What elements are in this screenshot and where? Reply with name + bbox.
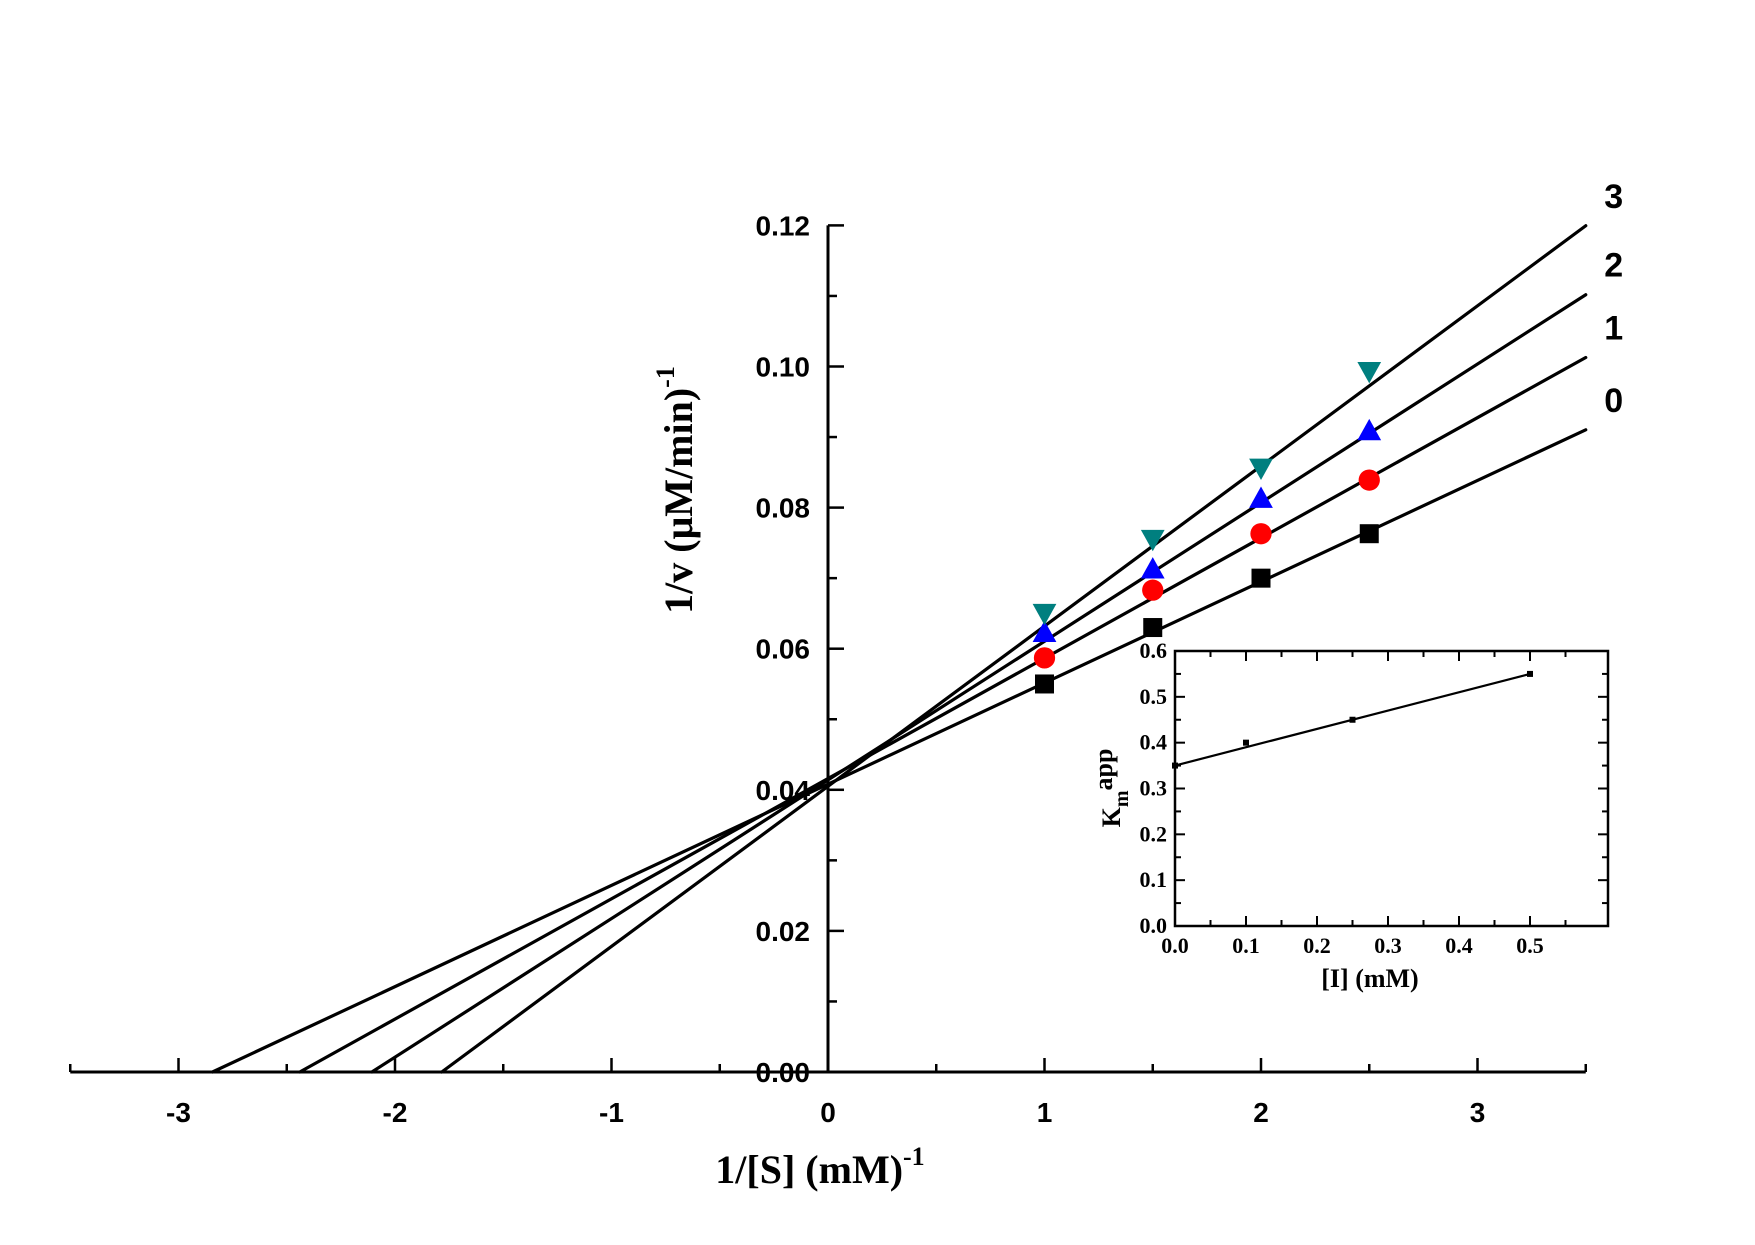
svg-text:1/v (μM/min)-1: 1/v (μM/min)-1 xyxy=(651,366,701,614)
x-axis-title-text: 1/[S] (mM) xyxy=(715,1147,903,1192)
x-tick-label: -1 xyxy=(599,1097,624,1128)
fit-line-3 xyxy=(440,224,1588,1074)
fit-line-0 xyxy=(210,428,1588,1074)
data-point-0 xyxy=(1251,568,1271,588)
data-point-3 xyxy=(1249,458,1273,480)
data-point-3 xyxy=(1032,603,1057,626)
y-tick-label: 0.00 xyxy=(756,1057,811,1088)
data-point-0 xyxy=(1143,618,1163,638)
inset-plot: 0.0 0.1 0.2 0.3 0.4 0.5 0.0 0.1 0.2 0.3 0.4 0.5 0.6 xyxy=(1140,638,1610,958)
data-point-1 xyxy=(1358,469,1380,491)
data-point-1 xyxy=(1033,647,1056,669)
inset-x-tick-label: 0.5 xyxy=(1516,933,1544,958)
y-axis-title-text: 1/v (μM/min) xyxy=(656,388,701,614)
data-point-3 xyxy=(1140,529,1165,552)
inset-y-tick-label: 0.4 xyxy=(1140,730,1168,755)
data-point-1 xyxy=(1142,579,1164,601)
inset-y-tick-label: 0.0 xyxy=(1140,913,1168,938)
data-point-2 xyxy=(1032,620,1057,642)
x-tick-label: 3 xyxy=(1470,1097,1486,1128)
inset-data-point xyxy=(1243,739,1249,746)
data-point-2 xyxy=(1249,486,1273,508)
data-point-2 xyxy=(1357,418,1382,441)
y-axis-title-exponent: -1 xyxy=(651,366,680,388)
x-tick-label: 0 xyxy=(820,1097,836,1128)
inset-data-point xyxy=(1172,762,1178,769)
y-tick-label: 0.02 xyxy=(756,916,811,947)
inset-y-tick-label: 0.6 xyxy=(1140,638,1168,663)
inset-data-point xyxy=(1349,716,1356,723)
inset-frame xyxy=(1173,649,1610,928)
svg-text:1/[S] (mM)-1: 1/[S] (mM)-1 xyxy=(715,1142,924,1192)
series-label-0: 0 xyxy=(1604,382,1623,420)
series-label-1: 1 xyxy=(1604,310,1623,348)
y-tick-label: 0.04 xyxy=(756,775,811,806)
series-label-2: 2 xyxy=(1604,247,1623,285)
x-tick-label: 2 xyxy=(1253,1097,1269,1128)
inset-y-axis-title-superscript: app xyxy=(1089,749,1118,791)
x-tick-label: -2 xyxy=(383,1097,408,1128)
inset-y-tick-label: 0.1 xyxy=(1140,867,1168,892)
inset-x-tick-label: 0.3 xyxy=(1374,933,1402,958)
inset-y-axis-title-text: K xyxy=(1097,806,1126,827)
y-tick-label: 0.06 xyxy=(756,634,811,665)
x-axis-title-exponent: -1 xyxy=(903,1142,925,1171)
inset-y-axis-title: Kmapp xyxy=(1089,749,1133,828)
y-axis-title: 1/v (μM/min)-1 xyxy=(651,366,701,614)
inset-x-tick-label: 0.4 xyxy=(1445,933,1473,958)
inset-x-tick-label: 0.1 xyxy=(1232,933,1260,958)
y-tick-label: 0.10 xyxy=(756,352,811,383)
inset-x-tick-label: 0.2 xyxy=(1303,933,1331,958)
inset-y-axis-title-subscript: m xyxy=(1111,790,1133,807)
data-point-0 xyxy=(1359,524,1379,544)
x-tick-label: 1 xyxy=(1037,1097,1053,1128)
data-point-3 xyxy=(1357,361,1382,384)
y-tick-label: 0.12 xyxy=(756,210,811,241)
data-point-1 xyxy=(1250,523,1272,545)
inset-y-tick-label: 0.5 xyxy=(1140,684,1168,709)
x-axis-title: 1/[S] (mM)-1 xyxy=(715,1142,924,1192)
series-label-3: 3 xyxy=(1604,178,1623,216)
inset-y-tick-label: 0.2 xyxy=(1140,821,1168,846)
inset-y-tick-label: 0.3 xyxy=(1140,776,1168,801)
inset-x-tick-label: 0.0 xyxy=(1161,933,1189,958)
inset-x-axis-title: [I] (mM) xyxy=(1321,964,1418,993)
main-plot: -3 -2 -1 0 1 2 30.000.020.040.060.080.100.1201… xyxy=(69,178,1623,1128)
y-tick-label: 0.08 xyxy=(756,493,811,524)
inset-data-point xyxy=(1527,670,1533,677)
svg-text:Kmapp: Kmapp xyxy=(1089,749,1133,828)
data-point-0 xyxy=(1035,674,1054,694)
x-tick-label: -3 xyxy=(166,1097,191,1128)
data-point-2 xyxy=(1140,557,1165,579)
fit-line-2 xyxy=(370,293,1588,1074)
